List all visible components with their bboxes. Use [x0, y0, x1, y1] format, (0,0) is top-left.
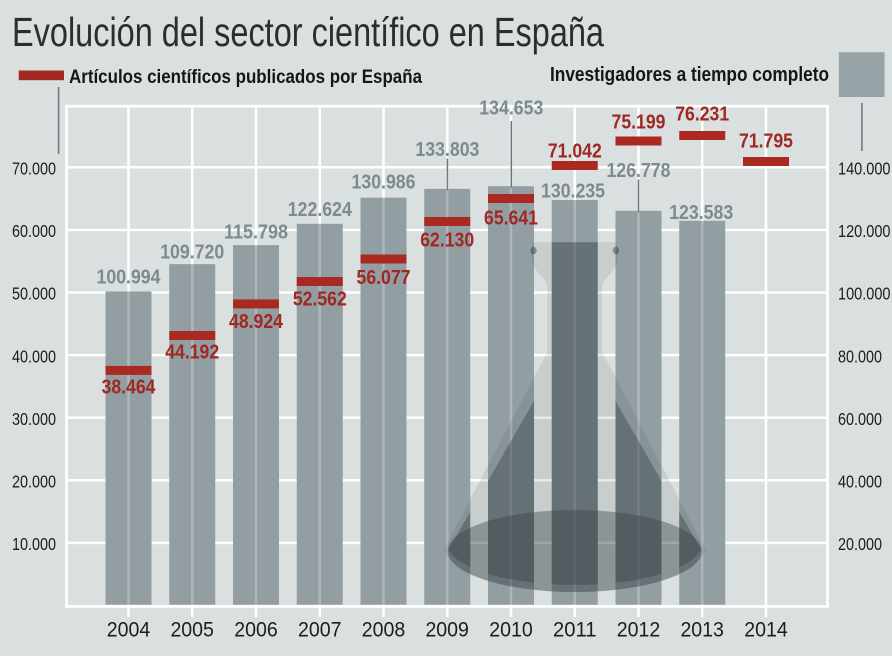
- svg-text:120.000: 120.000: [838, 221, 891, 241]
- svg-text:60.000: 60.000: [12, 221, 56, 241]
- svg-text:75.199: 75.199: [612, 111, 666, 133]
- svg-text:115.798: 115.798: [224, 221, 288, 243]
- svg-text:40.000: 40.000: [838, 472, 882, 492]
- svg-text:Artículos científicos publicad: Artículos científicos publicados por Esp…: [69, 67, 422, 88]
- svg-text:71.042: 71.042: [548, 140, 602, 162]
- svg-text:130.235: 130.235: [541, 180, 605, 202]
- svg-text:20.000: 20.000: [12, 472, 56, 492]
- svg-text:2007: 2007: [298, 618, 342, 642]
- svg-text:100.000: 100.000: [838, 284, 891, 304]
- svg-text:38.464: 38.464: [102, 377, 157, 399]
- svg-text:2011: 2011: [553, 618, 597, 642]
- svg-text:109.720: 109.720: [160, 242, 224, 264]
- svg-text:122.624: 122.624: [288, 199, 353, 221]
- svg-text:2010: 2010: [489, 618, 533, 642]
- svg-text:2014: 2014: [744, 618, 788, 642]
- svg-text:130.986: 130.986: [352, 172, 416, 194]
- svg-text:126.778: 126.778: [607, 160, 671, 182]
- svg-text:2006: 2006: [234, 618, 278, 642]
- svg-text:2013: 2013: [680, 618, 724, 642]
- svg-text:2005: 2005: [170, 618, 214, 642]
- svg-text:44.192: 44.192: [165, 341, 219, 363]
- svg-text:30.000: 30.000: [12, 409, 56, 429]
- svg-text:80.000: 80.000: [838, 346, 882, 366]
- svg-text:133.803: 133.803: [415, 139, 479, 161]
- svg-text:52.562: 52.562: [293, 289, 347, 311]
- svg-text:76.231: 76.231: [675, 103, 729, 125]
- svg-text:40.000: 40.000: [12, 346, 56, 366]
- svg-text:62.130: 62.130: [420, 230, 474, 252]
- svg-text:50.000: 50.000: [12, 284, 56, 304]
- svg-text:Investigadores a tiempo comple: Investigadores a tiempo completo: [550, 64, 829, 86]
- svg-text:20.000: 20.000: [838, 534, 882, 554]
- svg-text:2008: 2008: [362, 618, 406, 642]
- svg-text:140.000: 140.000: [838, 159, 891, 179]
- svg-text:Evolución del sector científic: Evolución del sector científico en Españ…: [12, 9, 604, 55]
- svg-text:2004: 2004: [107, 618, 151, 642]
- svg-text:70.000: 70.000: [12, 159, 56, 179]
- svg-text:10.000: 10.000: [12, 534, 56, 554]
- svg-text:48.924: 48.924: [229, 311, 284, 333]
- svg-text:2009: 2009: [425, 618, 469, 642]
- svg-text:134.653: 134.653: [479, 98, 543, 120]
- svg-text:56.077: 56.077: [357, 267, 411, 289]
- svg-text:65.641: 65.641: [484, 207, 538, 229]
- svg-text:71.795: 71.795: [739, 131, 793, 153]
- svg-text:60.000: 60.000: [838, 409, 882, 429]
- svg-text:100.994: 100.994: [97, 267, 162, 289]
- svg-text:123.583: 123.583: [669, 202, 733, 224]
- svg-text:2012: 2012: [617, 618, 661, 642]
